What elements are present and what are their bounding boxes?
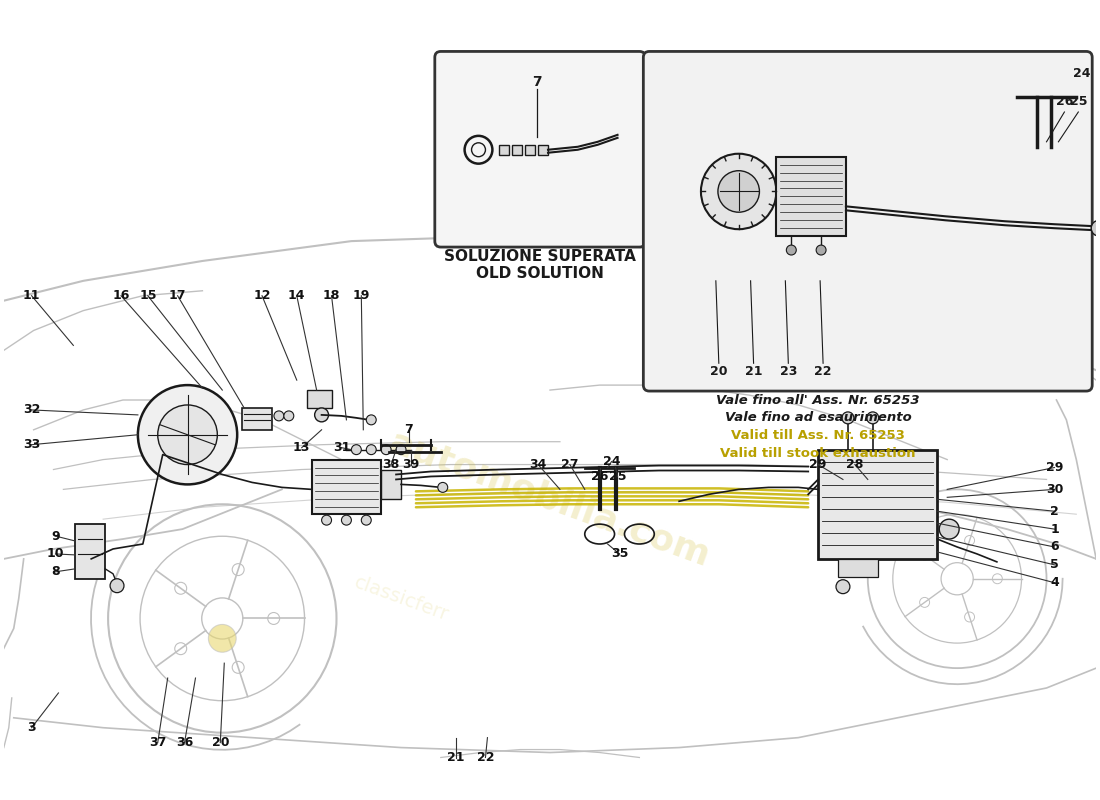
Text: 23: 23 [780,365,798,378]
Text: 26: 26 [1056,95,1074,108]
Circle shape [138,385,238,485]
Text: 2: 2 [1050,505,1059,518]
Circle shape [361,515,372,525]
Bar [311,459,382,514]
Circle shape [396,445,406,454]
Text: 18: 18 [322,290,340,302]
Text: 11: 11 [23,290,41,302]
Text: 7: 7 [405,423,414,436]
Text: 15: 15 [139,290,156,302]
Text: Valid till Ass. Nr. 65253: Valid till Ass. Nr. 65253 [732,430,905,442]
Text: 6: 6 [1050,541,1059,554]
Circle shape [321,515,331,525]
Bar [75,524,106,578]
Circle shape [284,411,294,421]
Circle shape [701,154,777,229]
Text: 3: 3 [28,722,36,734]
Text: 17: 17 [169,290,186,302]
Text: 36: 36 [176,736,194,749]
Text: SOLUZIONE SUPERATA: SOLUZIONE SUPERATA [444,249,636,263]
Text: 38: 38 [383,458,399,471]
Circle shape [274,411,284,421]
Circle shape [438,482,448,492]
Text: 21: 21 [447,751,464,764]
Text: 39: 39 [403,458,419,471]
Text: 37: 37 [150,736,166,749]
Text: 19: 19 [353,290,370,302]
Text: 9: 9 [51,530,59,542]
Text: 20: 20 [211,736,229,749]
Circle shape [351,445,361,454]
Circle shape [939,519,959,539]
Text: 1: 1 [1050,522,1059,535]
Text: 16: 16 [112,290,130,302]
Text: Vale fino ad esaurimento: Vale fino ad esaurimento [725,411,912,424]
Text: 29: 29 [1046,461,1064,474]
Text: Vale fino all' Ass. Nr. 65253: Vale fino all' Ass. Nr. 65253 [716,394,920,406]
Circle shape [341,515,351,525]
Circle shape [1091,220,1100,236]
FancyBboxPatch shape [434,51,646,247]
Text: 5: 5 [1050,558,1059,571]
Circle shape [842,412,854,424]
Circle shape [718,170,759,212]
Circle shape [382,445,392,454]
Text: 25: 25 [608,470,626,483]
Text: 12: 12 [253,290,271,302]
Bar [382,470,402,499]
Circle shape [208,625,236,652]
Bar [307,390,331,408]
Bar [818,450,937,559]
Text: 22: 22 [476,751,494,764]
Text: 27: 27 [561,458,579,471]
Text: 20: 20 [711,365,727,378]
Bar [538,145,548,154]
Text: 34: 34 [529,458,547,471]
Circle shape [816,245,826,255]
Text: classicferr: classicferr [351,573,451,625]
Circle shape [366,415,376,425]
Text: 30: 30 [1046,483,1064,496]
Bar [838,559,878,577]
Bar [499,145,509,154]
Text: 14: 14 [288,290,306,302]
Text: 28: 28 [846,458,864,471]
Text: 25: 25 [1069,95,1087,108]
Circle shape [786,245,796,255]
Circle shape [315,408,329,422]
Text: 4: 4 [1050,576,1059,590]
Bar [242,408,272,430]
Text: 7: 7 [532,75,542,90]
Text: 24: 24 [1072,67,1090,80]
Circle shape [867,412,879,424]
Text: Valid till stook exhaustion: Valid till stook exhaustion [720,447,916,460]
Bar [513,145,522,154]
Text: 10: 10 [46,547,64,561]
Text: 13: 13 [293,441,310,454]
Circle shape [157,405,218,465]
Text: 8: 8 [51,566,59,578]
Text: 35: 35 [610,547,628,561]
Text: 31: 31 [333,441,350,454]
Circle shape [836,580,850,594]
Text: 33: 33 [23,438,41,451]
Text: 24: 24 [603,455,620,468]
Text: automobilia.com: automobilia.com [385,426,715,574]
Bar [525,145,535,154]
Circle shape [110,578,124,593]
Text: 26: 26 [591,470,608,483]
Text: OLD SOLUTION: OLD SOLUTION [476,266,604,282]
Text: 21: 21 [745,365,762,378]
Bar [777,157,846,236]
Circle shape [366,445,376,454]
FancyBboxPatch shape [644,51,1092,391]
Text: 29: 29 [810,458,827,471]
Text: 32: 32 [23,403,41,417]
Text: 22: 22 [814,365,832,378]
